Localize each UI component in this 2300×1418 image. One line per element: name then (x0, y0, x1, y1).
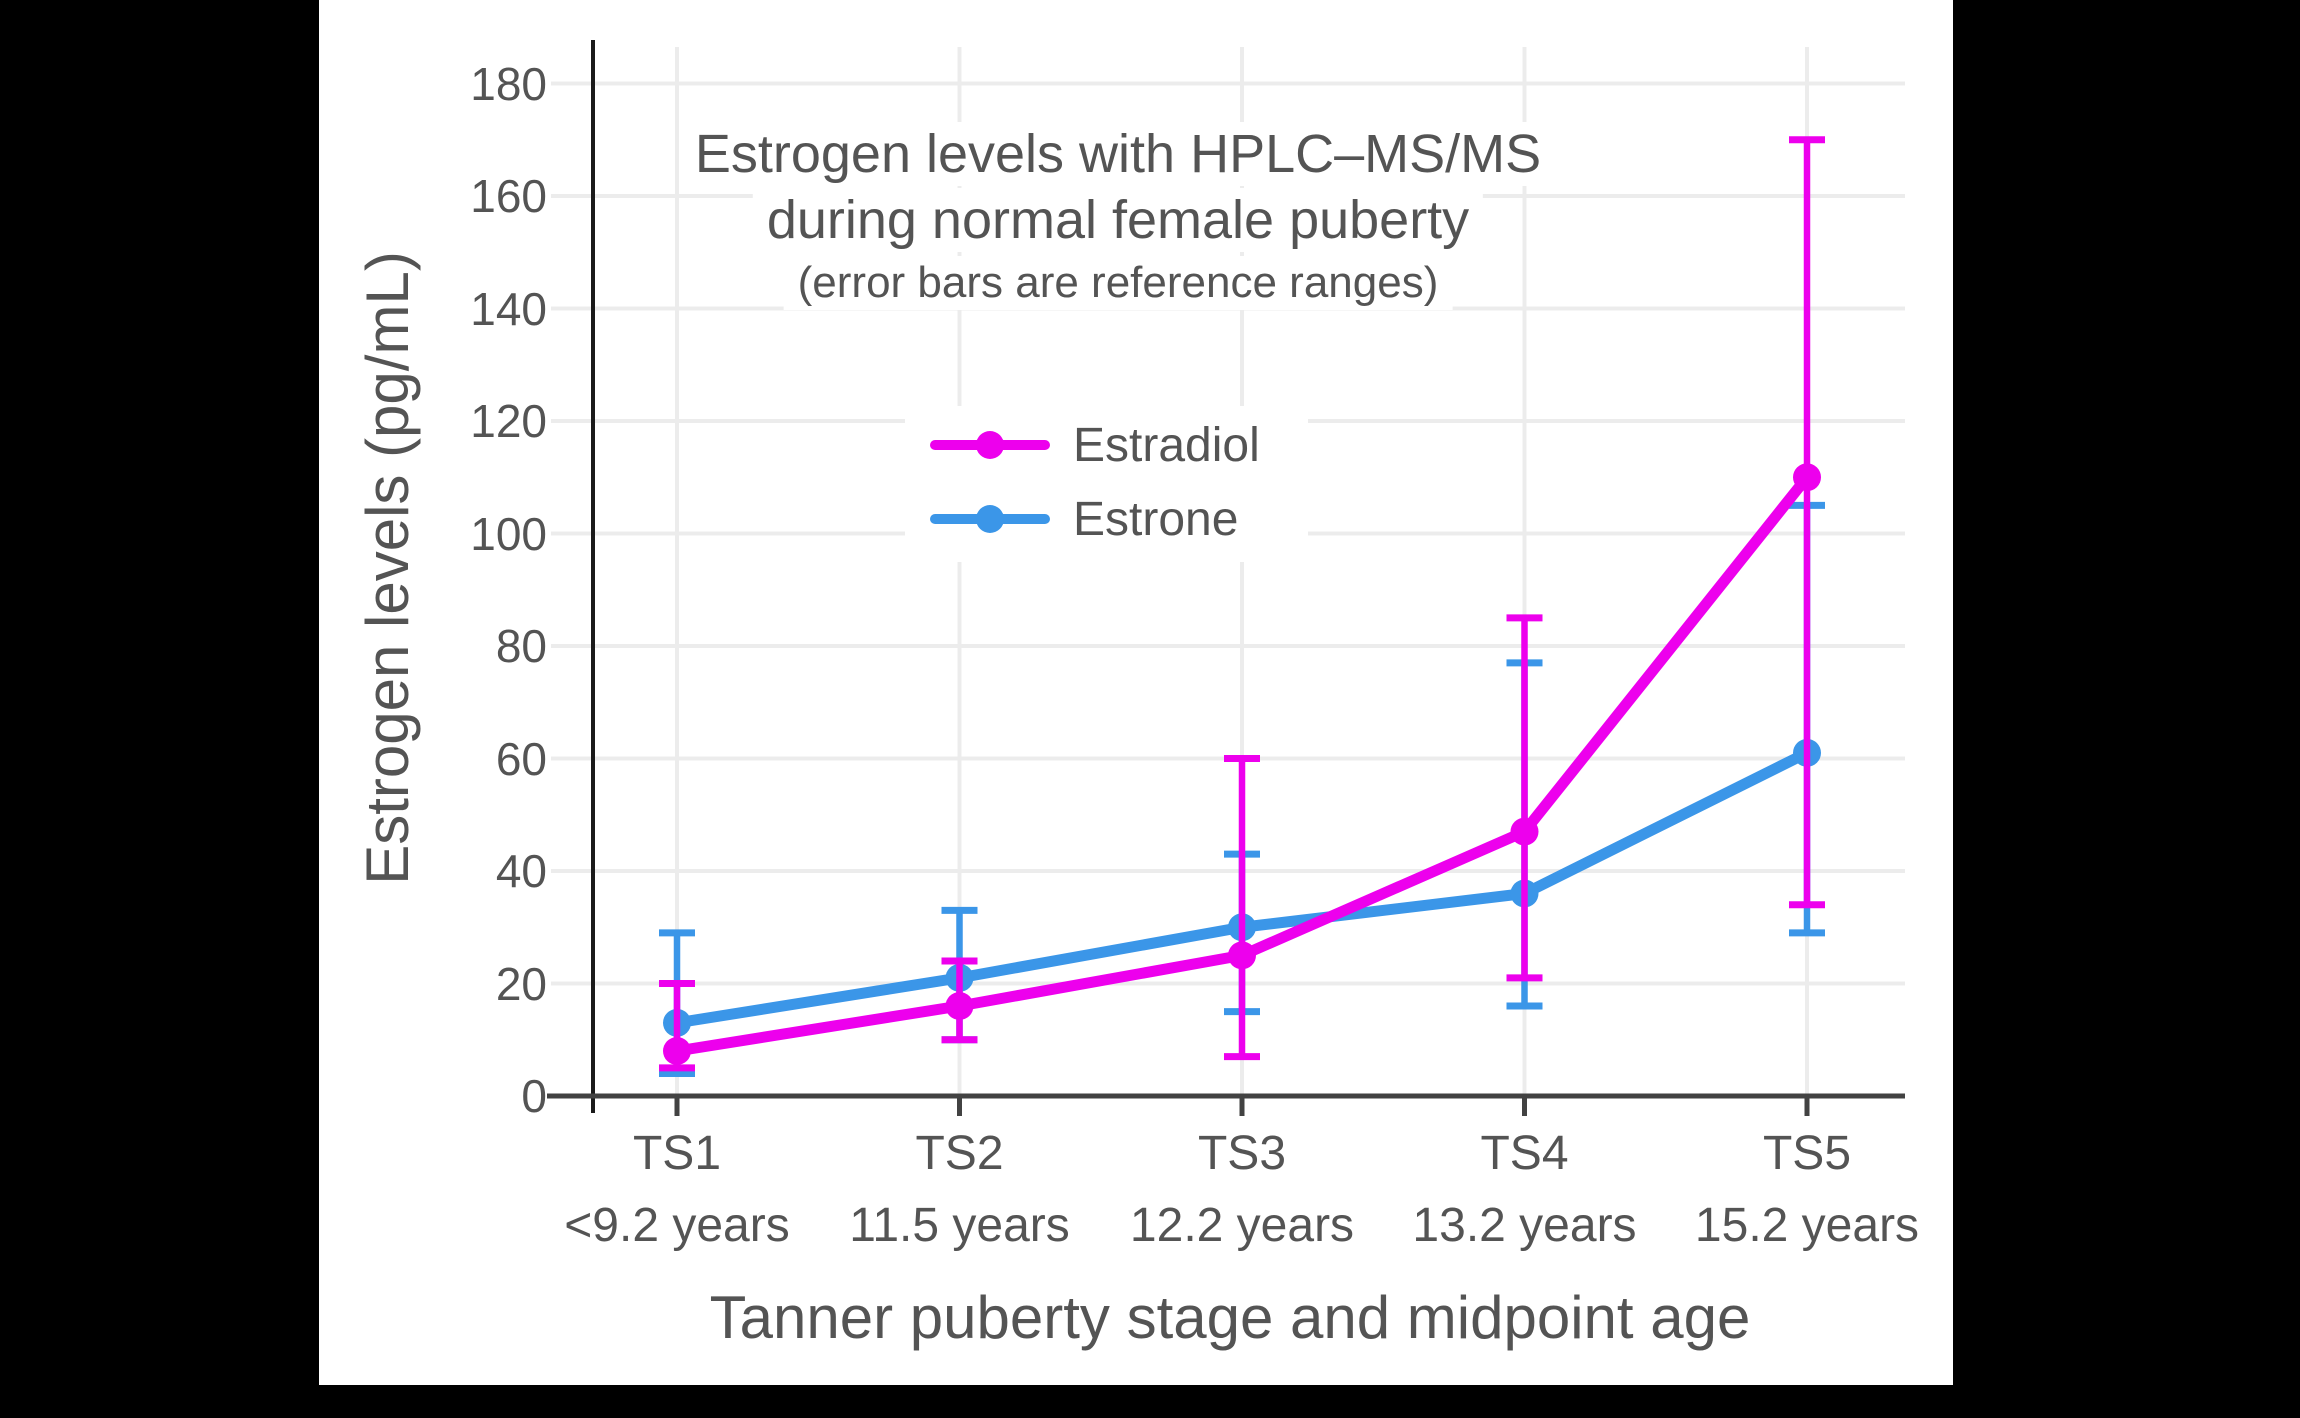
x-tick-label: TS1 (632, 1127, 722, 1180)
data-point (663, 1037, 691, 1065)
y-tick-label: 60 (495, 732, 547, 785)
y-tick-label: 180 (470, 57, 547, 110)
y-tick-label: 40 (495, 845, 547, 897)
legend-item-estradiol: Estradiol (930, 408, 1260, 482)
estrone-swatch-icon (930, 504, 1050, 534)
legend-label-estrone: Estrone (1073, 492, 1239, 546)
x-tick-sublabel: 15.2 years (1694, 1199, 1920, 1252)
x-axis-title: Tanner puberty stage and midpoint age (709, 1284, 1751, 1351)
estradiol-swatch-icon (930, 430, 1050, 460)
legend-label-estradiol: Estradiol (1073, 418, 1260, 472)
legend: Estradiol Estrone (905, 406, 1308, 562)
y-tick-label: 0 (521, 1070, 547, 1122)
y-tick-label: 140 (470, 282, 547, 335)
data-point (1510, 817, 1539, 846)
chart-title-line1: Estrogen levels with HPLC–MS/MS (680, 122, 1556, 186)
y-tick-label: 20 (495, 957, 547, 1010)
y-tick-label: 160 (470, 170, 547, 222)
data-point (1793, 463, 1821, 492)
x-tick-sublabel: 11.5 years (849, 1199, 1070, 1252)
data-point (1228, 941, 1256, 970)
y-tick-label: 120 (470, 395, 547, 447)
series-estradiol (659, 136, 1825, 1072)
x-tick-label: TS3 (1197, 1127, 1287, 1180)
x-tick-label: TS4 (1480, 1127, 1569, 1180)
y-tick-label: 100 (470, 507, 547, 560)
y-tick-label: 80 (495, 620, 547, 672)
x-tick-label: TS5 (1762, 1127, 1852, 1180)
chart-subtitle: (error bars are reference ranges) (783, 256, 1453, 310)
chart-title-line2: during normal female puberty (752, 188, 1484, 252)
x-tick-label: TS2 (915, 1127, 1004, 1180)
x-tick-sublabel: 12.2 years (1129, 1199, 1355, 1252)
data-point (945, 992, 974, 1020)
legend-item-estrone: Estrone (930, 482, 1260, 556)
x-tick-sublabel: <9.2 years (564, 1199, 790, 1252)
x-tick-sublabel: 13.2 years (1412, 1199, 1637, 1252)
y-axis-title: Estrogen levels (pg/mL) (354, 251, 421, 885)
